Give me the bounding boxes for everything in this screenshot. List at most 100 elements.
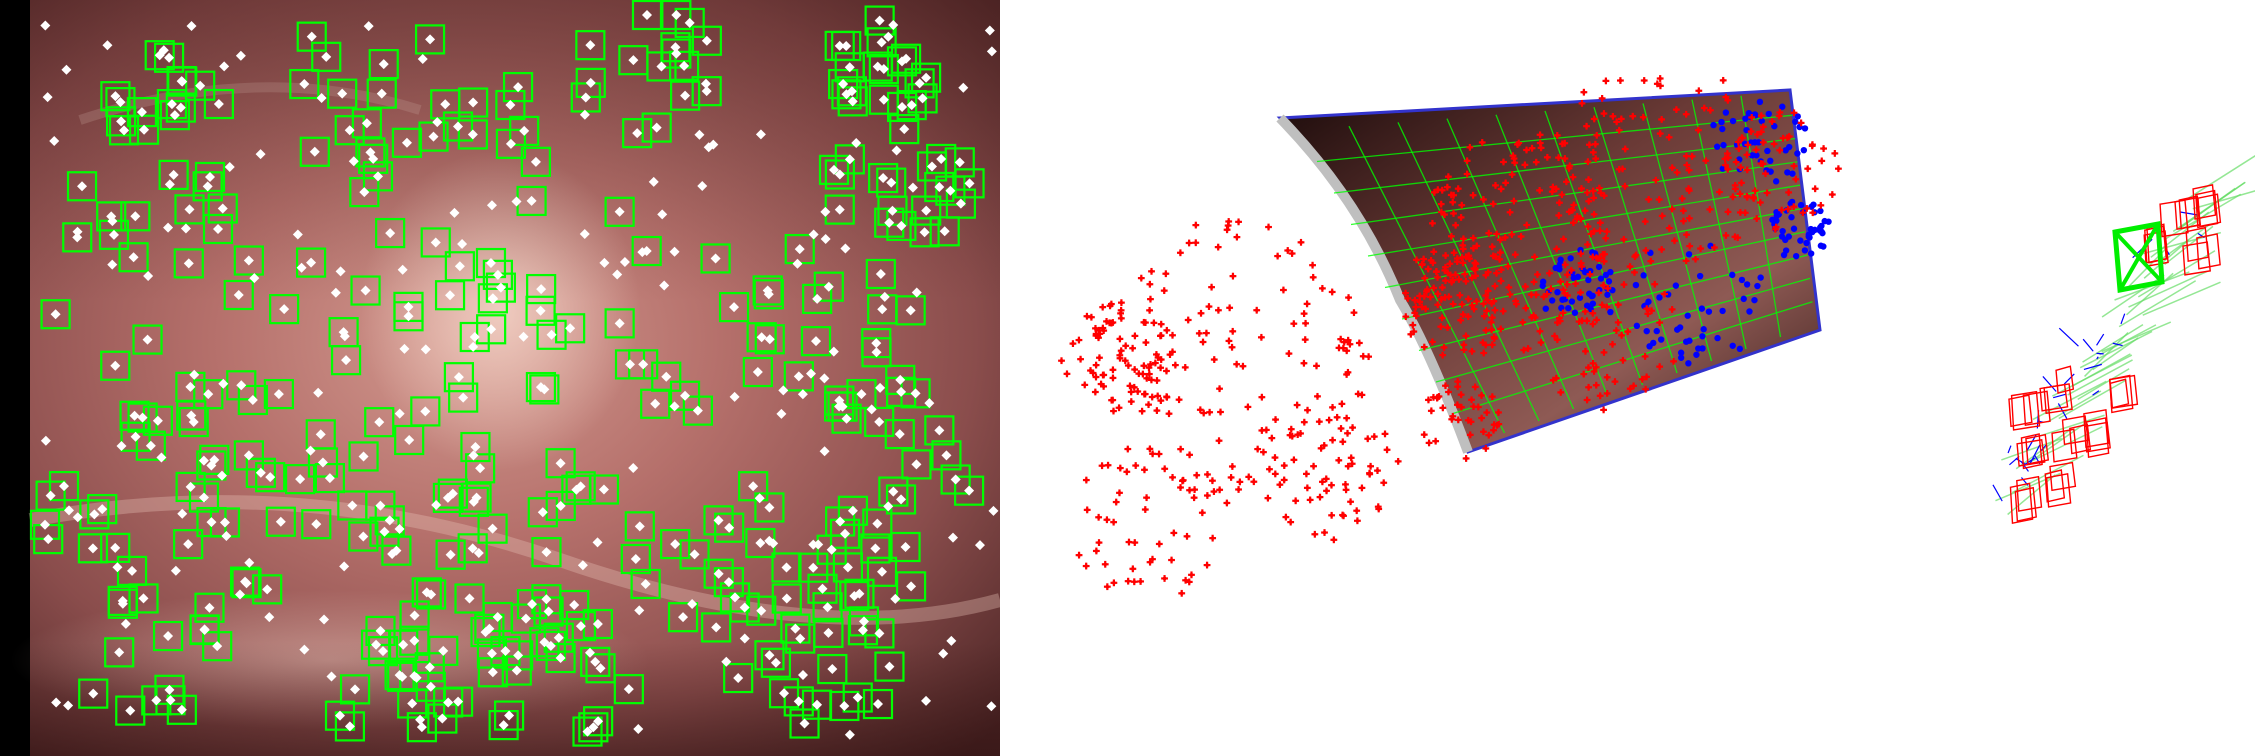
keyframe-frustum xyxy=(2014,486,2037,522)
feature-point xyxy=(279,304,290,315)
tracked-point xyxy=(1738,276,1746,284)
trajectory-segment xyxy=(2077,368,2130,401)
feature-point xyxy=(401,137,412,148)
tracked-point xyxy=(1567,255,1574,262)
feature-point xyxy=(130,211,141,222)
feature-point xyxy=(206,517,217,528)
trajectory-segment xyxy=(2142,281,2221,316)
tracked-point xyxy=(1607,268,1614,276)
covisibility-edge xyxy=(2007,445,2012,454)
feature-point xyxy=(870,543,881,554)
feature-box xyxy=(128,114,160,145)
map-point xyxy=(1719,76,1727,84)
map-point xyxy=(1223,226,1231,234)
map-point xyxy=(1195,329,1203,337)
map-point xyxy=(1785,189,1793,196)
feature-point xyxy=(469,332,480,343)
feature-point xyxy=(876,566,887,577)
map-point xyxy=(1532,158,1540,166)
covisibility-edge xyxy=(2063,373,2075,385)
map-point xyxy=(1290,320,1298,328)
tracked-point xyxy=(1792,118,1799,125)
feature-box xyxy=(158,159,189,190)
map-point xyxy=(1558,191,1566,199)
feature-point xyxy=(805,368,816,379)
map-point xyxy=(1171,361,1179,369)
feature-point xyxy=(487,667,498,678)
feature-point xyxy=(344,721,355,732)
map-point xyxy=(1122,342,1130,350)
map-point xyxy=(1497,266,1505,274)
feature-point xyxy=(120,618,131,629)
map-point xyxy=(1098,462,1106,470)
map-point xyxy=(1311,530,1319,538)
map-point xyxy=(1268,434,1276,442)
map-point xyxy=(1593,316,1600,324)
feature-point xyxy=(385,228,396,239)
map-point xyxy=(1722,232,1730,239)
feature-point xyxy=(879,291,890,302)
feature-point xyxy=(313,387,324,398)
feature-box xyxy=(265,506,296,537)
map-point xyxy=(1148,376,1155,384)
feature-box xyxy=(789,708,820,739)
map-point xyxy=(1309,273,1317,281)
map-point xyxy=(1409,321,1417,329)
feature-point xyxy=(107,259,118,270)
map-point xyxy=(1429,338,1436,346)
feature-box xyxy=(399,600,430,631)
map-point xyxy=(1432,268,1440,276)
feature-box xyxy=(700,243,731,274)
map-point xyxy=(1445,293,1453,301)
tracked-point xyxy=(1604,291,1611,298)
map-point xyxy=(1345,294,1352,301)
map-point xyxy=(1353,507,1361,515)
mesh-line xyxy=(1435,277,1811,383)
feature-point xyxy=(415,714,426,725)
map-point xyxy=(1546,269,1553,277)
map-point xyxy=(1132,462,1140,469)
map-point xyxy=(1491,306,1499,314)
map-point xyxy=(1303,484,1311,492)
map-point xyxy=(1589,309,1597,317)
feature-box xyxy=(691,76,722,107)
tracked-point xyxy=(1589,249,1596,256)
map-point xyxy=(1081,381,1089,389)
map-point xyxy=(1522,304,1530,312)
feature-point xyxy=(934,182,945,193)
feature-box xyxy=(746,595,777,626)
map-point xyxy=(1413,256,1420,264)
map-point xyxy=(1484,287,1492,295)
keyframe-frustum xyxy=(2109,374,2134,414)
map-point xyxy=(1276,481,1284,489)
feature-box xyxy=(35,480,66,511)
map-point xyxy=(1641,353,1649,360)
feature-point xyxy=(872,518,883,529)
map-point xyxy=(1658,116,1666,123)
map-point xyxy=(1555,154,1562,162)
tracked-point xyxy=(1797,237,1804,244)
map-point xyxy=(1157,397,1165,405)
feature-box xyxy=(896,90,927,121)
map-point xyxy=(1097,380,1105,388)
map-point xyxy=(1485,229,1493,237)
map-point xyxy=(1340,338,1348,346)
map-point xyxy=(1416,298,1424,306)
feature-box xyxy=(861,327,892,359)
feature-box xyxy=(374,505,405,536)
map-point xyxy=(1250,478,1258,486)
map-point xyxy=(1450,210,1457,217)
keyframe-frustum xyxy=(2182,241,2211,276)
feature-point xyxy=(828,346,839,357)
feature-point xyxy=(468,496,479,507)
map-point xyxy=(1472,272,1479,280)
map-point xyxy=(1603,390,1611,397)
map-point xyxy=(1673,106,1680,114)
map-point xyxy=(1309,261,1316,269)
map-point xyxy=(1141,506,1149,513)
map-point xyxy=(1442,252,1449,259)
feature-point xyxy=(335,266,346,277)
map-point xyxy=(1584,223,1592,230)
tracked-point xyxy=(1772,178,1780,185)
map-point xyxy=(1536,139,1544,147)
